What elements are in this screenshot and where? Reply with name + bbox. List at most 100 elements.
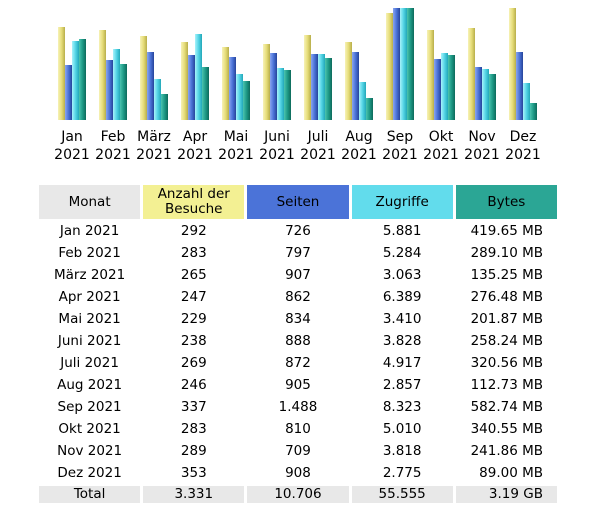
year-tick-label: 2021	[423, 147, 459, 163]
cell-visits: 353	[180, 465, 207, 481]
month-tick-label: März	[137, 129, 171, 145]
month-tick-label: Jan	[60, 129, 83, 145]
hits-bar	[318, 54, 325, 120]
visits-bar	[222, 47, 229, 120]
month-tick-label: Nov	[468, 129, 495, 145]
bytes-bar	[284, 70, 291, 120]
year-tick-label: 2021	[136, 147, 172, 163]
cell-bytes: 258.24 MB	[470, 333, 543, 349]
table-header-row: Monat Anzahl der Besuche Seiten Zugriffe…	[39, 185, 557, 219]
cell-month: Okt 2021	[58, 421, 121, 437]
pages-bar	[516, 52, 523, 120]
visits-bar	[140, 36, 147, 120]
visits-bar	[468, 28, 475, 120]
cell-bytes: 241.86 MB	[470, 443, 543, 459]
table-row: Aug 2021 246 905 2.857 112.73 MB	[39, 376, 557, 395]
cell-pages: 905	[285, 377, 311, 393]
cell-bytes: 201.87 MB	[470, 311, 543, 327]
pages-bar	[147, 52, 154, 120]
total-hits: 55.555	[351, 486, 453, 503]
bytes-bar	[325, 58, 332, 120]
cell-month: Juli 2021	[60, 355, 119, 371]
visits-bar	[386, 13, 393, 120]
monthly-bar-chart: Jan 2021 Feb 2021 März 2021 Apr 2021 Mai 2021 Juni…	[54, 8, 541, 163]
cell-month: Mai 2021	[58, 311, 121, 327]
month-tick-label: Aug	[345, 129, 372, 145]
cell-month: Dez 2021	[57, 465, 122, 481]
year-tick-label: 2021	[505, 147, 541, 163]
hits-bar	[236, 74, 243, 120]
year-tick-label: 2021	[341, 147, 377, 163]
hits-bar	[277, 68, 284, 120]
month-tick-label: Juni	[263, 129, 290, 145]
cell-visits: 269	[180, 355, 207, 371]
header-hits: Zugriffe	[351, 185, 453, 219]
cell-month: Sep 2021	[57, 399, 122, 415]
cell-hits: 6.389	[382, 289, 422, 305]
table-row: Apr 2021 247 862 6.389 276.48 MB	[39, 288, 557, 307]
pages-bar	[352, 52, 359, 120]
pages-bar	[188, 55, 195, 120]
table-total-row: Total 3.331 10.706 55.555 3.19 GB	[39, 486, 557, 503]
total-pages: 10.706	[247, 486, 349, 503]
cell-hits: 2.775	[382, 465, 422, 481]
cell-visits: 289	[180, 443, 207, 459]
table-row: Sep 2021 337 1.488 8.323 582.74 MB	[39, 398, 557, 417]
cell-pages: 872	[285, 355, 311, 371]
bytes-bar	[243, 81, 250, 120]
cell-month: Aug 2021	[57, 377, 123, 393]
header-visits-line1: Anzahl der	[157, 186, 230, 202]
cell-bytes: 89.00 MB	[479, 465, 543, 481]
cell-pages: 726	[285, 223, 311, 239]
cell-hits: 5.284	[382, 245, 422, 261]
cell-bytes: 340.55 MB	[470, 421, 543, 437]
cell-visits: 265	[180, 267, 207, 283]
pages-bar	[475, 67, 482, 120]
month-tick-label: Dez	[510, 129, 537, 145]
cell-pages: 907	[285, 267, 311, 283]
cell-hits: 5.881	[382, 223, 422, 239]
cell-hits: 5.010	[382, 421, 422, 437]
hits-bar	[113, 49, 120, 120]
cell-visits: 229	[180, 311, 207, 327]
hits-bar	[523, 83, 530, 120]
month-tick-label: Sep	[387, 129, 414, 145]
year-tick-label: 2021	[464, 147, 500, 163]
pages-bar	[311, 54, 318, 120]
visits-bar	[181, 42, 188, 120]
hits-bar	[359, 82, 366, 120]
bytes-bar	[120, 64, 127, 120]
month-tick-label: Feb	[101, 129, 126, 145]
bytes-bar	[530, 103, 537, 120]
cell-hits: 4.917	[382, 355, 422, 371]
year-tick-label: 2021	[382, 147, 418, 163]
visits-bar	[99, 30, 106, 120]
cell-pages: 862	[285, 289, 311, 305]
header-visits: Anzahl der Besuche	[143, 185, 245, 219]
hits-bar	[400, 8, 407, 120]
hits-bar	[482, 69, 489, 120]
cell-pages: 908	[285, 465, 311, 481]
hits-bar	[72, 41, 79, 120]
bytes-bar	[366, 98, 373, 120]
header-visits-line2: Besuche	[165, 201, 223, 217]
pages-bar	[106, 60, 113, 120]
table-row: Nov 2021 289 709 3.818 241.86 MB	[39, 442, 557, 461]
cell-pages: 834	[285, 311, 311, 327]
pages-bar	[229, 57, 236, 120]
month-tick-label: Mai	[224, 129, 249, 145]
bytes-bar	[489, 74, 496, 120]
cell-hits: 2.857	[382, 377, 422, 393]
month-tick-label: Juli	[307, 129, 329, 145]
pages-bar	[434, 59, 441, 120]
year-tick-label: 2021	[95, 147, 131, 163]
cell-pages: 1.488	[278, 399, 318, 415]
table-row: Juli 2021 269 872 4.917 320.56 MB	[39, 354, 557, 373]
cell-month: Nov 2021	[57, 443, 123, 459]
cell-bytes: 582.74 MB	[470, 399, 543, 415]
header-pages: Seiten	[247, 185, 349, 219]
cell-pages: 888	[285, 333, 311, 349]
header-bytes: Bytes	[455, 185, 557, 219]
cell-visits: 247	[180, 289, 207, 305]
hits-bar	[154, 79, 161, 120]
